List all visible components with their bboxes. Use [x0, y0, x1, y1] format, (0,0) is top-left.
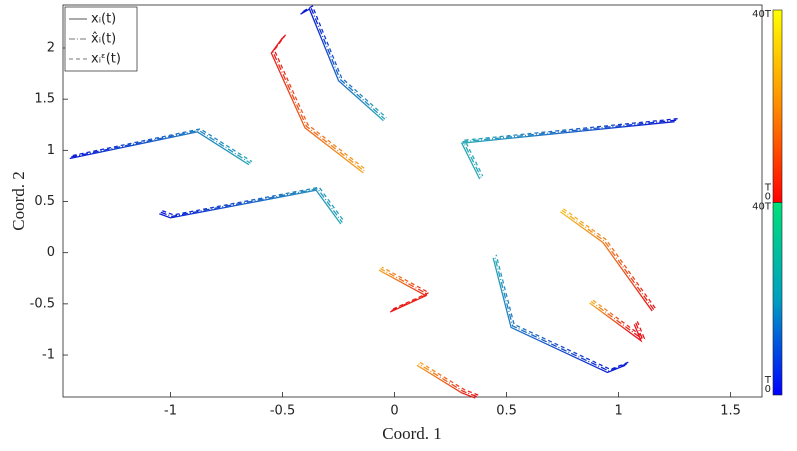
x-tick-label: -0.5 — [270, 404, 295, 419]
y-tick-label: -1 — [42, 348, 55, 363]
trajectory-line — [162, 186, 345, 222]
colorbar-segment — [772, 9, 783, 203]
trajectory-line — [273, 34, 367, 171]
x-tick-label: -1 — [164, 404, 177, 419]
trajectory-line — [301, 6, 386, 120]
trajectory-line — [418, 363, 477, 398]
x-tick-label: 0.5 — [496, 404, 517, 419]
y-tick-label: 0 — [47, 245, 55, 260]
colorbar-label: 0 — [765, 384, 771, 395]
legend-label: xᵢᵋ(t) — [91, 52, 121, 67]
trajectory-line — [381, 266, 431, 310]
colorbar-segment — [772, 202, 783, 396]
trajectory-line — [272, 35, 366, 172]
y-tick-label: 2 — [47, 40, 55, 55]
trajectory-line — [378, 269, 428, 313]
trajectory-line — [492, 257, 626, 374]
y-tick-label: -0.5 — [30, 296, 55, 311]
trajectory-line — [495, 254, 629, 371]
trajectory-line — [419, 361, 479, 396]
trajectory-line — [270, 37, 364, 174]
colorbar-label: 40T — [752, 9, 772, 20]
trajectory-line — [72, 128, 253, 163]
trajectory-line — [460, 121, 675, 180]
legend-label: xᵢ(t) — [91, 12, 116, 27]
y-tick-label: 1.5 — [34, 92, 55, 107]
colorbar-label: T — [764, 375, 772, 386]
x-tick-label: 1 — [614, 404, 622, 419]
y-axis-label: Coord. 2 — [9, 171, 28, 231]
colorbar-label: T — [764, 183, 772, 194]
colorbar-label: 40T — [752, 202, 772, 213]
trajectory-line — [463, 118, 678, 177]
y-tick-label: 0.5 — [34, 194, 55, 209]
trajectory-line — [69, 131, 250, 166]
trajectory-line — [462, 119, 677, 178]
trajectory-line — [416, 364, 476, 399]
trajectory-line — [303, 5, 387, 119]
trajectory-line — [159, 189, 342, 225]
trajectory-line — [559, 211, 653, 312]
x-tick-label: 1.5 — [720, 404, 741, 419]
trajectory-line — [589, 302, 643, 343]
trajectory-line — [160, 188, 343, 223]
trajectory-line — [494, 256, 628, 372]
trajectory-line — [590, 300, 644, 342]
x-tick-label: 0 — [390, 404, 398, 419]
trajectory-line — [380, 268, 429, 312]
y-tick-label: 1 — [47, 143, 55, 158]
plot-frame — [62, 4, 763, 398]
x-axis-label: Coord. 1 — [382, 424, 442, 443]
trajectory-line — [71, 129, 251, 164]
colorbar-label: 0 — [765, 192, 771, 203]
trajectory-line — [561, 209, 655, 310]
legend-label: x̂ᵢ(t) — [91, 32, 116, 47]
trajectory-line — [592, 299, 646, 340]
